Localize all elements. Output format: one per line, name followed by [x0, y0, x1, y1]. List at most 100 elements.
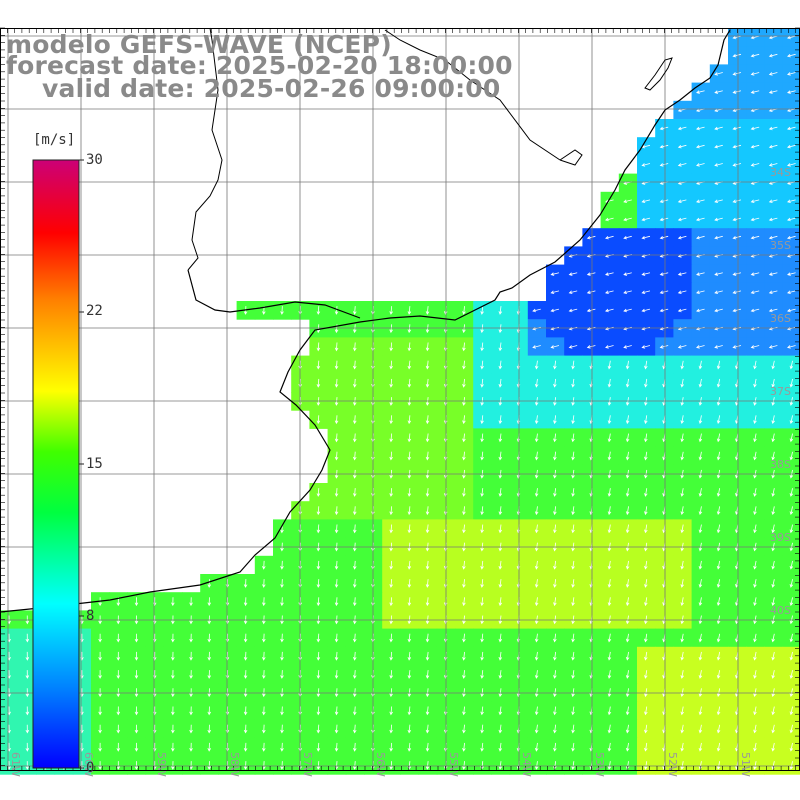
wind-arrow	[534, 506, 539, 516]
wind-arrow	[753, 688, 757, 698]
wind-arrow	[262, 670, 266, 679]
longitude-label: 58W	[228, 752, 241, 777]
wind-arrow	[334, 597, 339, 607]
wind-arrow	[498, 360, 503, 370]
wind-arrow	[316, 306, 321, 315]
wind-arrow	[641, 345, 651, 349]
wind-arrow	[607, 633, 612, 643]
wind-arrow	[787, 235, 796, 240]
wind-arrow	[534, 651, 539, 661]
wind-arrow	[407, 597, 412, 607]
wind-arrow	[698, 706, 703, 716]
wind-arrow	[480, 615, 484, 625]
wind-arrow	[98, 761, 102, 770]
wind-arrow	[698, 451, 703, 461]
wind-arrow	[189, 724, 193, 734]
wind-arrow	[750, 308, 760, 313]
wind-arrow	[534, 378, 539, 388]
wind-arrow	[659, 308, 669, 313]
wind-arrow	[316, 579, 321, 588]
wind-arrow	[625, 742, 630, 752]
wind-arrow	[768, 53, 778, 58]
wind-arrow	[462, 306, 466, 315]
wind-arrow	[787, 290, 796, 295]
wind-arrow	[316, 633, 321, 643]
longitude-label: 52W	[666, 752, 679, 777]
wind-arrow	[98, 706, 102, 716]
wind-arrow	[607, 506, 612, 516]
wind-arrow	[750, 126, 760, 131]
wind-arrow	[480, 651, 484, 661]
wind-arrow	[698, 360, 703, 370]
wind-arrow	[550, 290, 560, 295]
wind-arrow	[644, 688, 648, 698]
forecast-date: forecast date: 2025-02-20 18:00:00	[6, 51, 513, 80]
wind-arrow	[116, 651, 121, 661]
wind-arrow	[389, 633, 393, 643]
latitude-label: 37S	[770, 385, 791, 398]
wind-arrow	[698, 633, 703, 643]
wind-arrow	[498, 706, 503, 716]
wind-arrow	[425, 579, 430, 588]
wind-arrow	[480, 633, 484, 643]
wind-arrow	[607, 597, 612, 607]
wind-arrow	[243, 761, 248, 770]
wind-arrow	[262, 579, 266, 588]
wind-arrow	[789, 651, 794, 661]
wind-arrow	[425, 560, 430, 570]
wind-arrow	[316, 724, 321, 734]
wind-arrow	[389, 360, 393, 370]
wind-arrow	[732, 126, 742, 131]
wind-arrow	[641, 308, 651, 313]
wind-arrow	[625, 579, 630, 588]
wind-arrow	[787, 217, 796, 222]
wind-arrow	[680, 360, 684, 370]
wind-arrow	[189, 742, 193, 752]
wind-arrow	[316, 360, 321, 370]
wind-arrow	[25, 742, 30, 752]
wind-arrow	[462, 761, 466, 770]
wind-arrow	[389, 306, 393, 315]
wind-arrow	[243, 688, 248, 698]
wind-arrow	[553, 670, 557, 679]
lagoon-mirim	[559, 149, 583, 166]
wind-arrow	[696, 235, 705, 240]
wind-arrow	[732, 163, 742, 167]
wind-arrow	[389, 506, 393, 516]
wind-arrow	[623, 308, 632, 313]
wind-arrow	[389, 415, 393, 425]
wind-arrow	[714, 290, 723, 295]
wind-arrow	[768, 163, 778, 167]
wind-arrow	[644, 415, 648, 425]
wind-arrow	[280, 597, 284, 607]
wind-arrow	[698, 579, 703, 588]
wind-arrow	[425, 433, 430, 443]
wind-arrow	[407, 560, 412, 570]
wind-arrow	[698, 560, 703, 570]
wind-arrow	[480, 706, 484, 716]
wind-arrow	[771, 506, 775, 516]
wind-arrow	[625, 597, 630, 607]
wind-arrow	[771, 451, 775, 461]
wind-arrow	[407, 579, 412, 588]
wind-arrow	[334, 670, 339, 679]
wind-arrow	[25, 633, 30, 643]
wind-arrow	[714, 199, 723, 204]
wind-arrow	[698, 724, 703, 734]
wind-arrow	[134, 706, 139, 716]
wind-arrow	[607, 670, 612, 679]
wind-arrow	[25, 706, 30, 716]
wind-arrow	[716, 415, 721, 425]
wind-arrow	[352, 378, 357, 388]
wind-arrow	[171, 706, 175, 716]
wind-arrow	[625, 724, 630, 734]
wind-arrow	[659, 126, 669, 131]
wind-arrow	[407, 524, 412, 534]
wind-arrow	[698, 433, 703, 443]
wind-arrow	[462, 342, 466, 352]
wind-arrow	[750, 163, 760, 167]
wind-arrow	[677, 199, 687, 204]
wind-arrow	[659, 235, 669, 240]
wind-arrow	[171, 615, 175, 625]
wind-arrow	[641, 217, 651, 222]
